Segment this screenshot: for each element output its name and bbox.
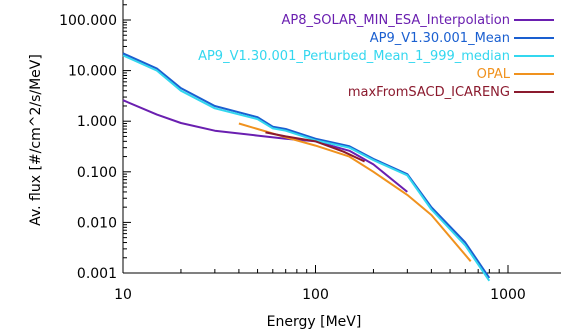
y-tick-label: 10.000 [68,64,117,80]
y-tick-label: 0.001 [77,266,117,282]
y-tick-label: 100.000 [59,13,117,29]
legend-label: OPAL [477,67,511,82]
legend-label: AP9_V1.30.001_Mean [370,31,510,46]
y-tick-label: 1.000 [77,114,117,130]
series-line-2 [122,52,491,279]
x-tick-label: 100 [302,287,329,303]
series-line-5 [265,131,366,163]
legend-label: maxFromSACD_ICARENG [348,85,510,100]
x-tick-label: 10 [114,287,132,303]
legend: AP8_SOLAR_MIN_ESA_Interpolation AP9_V1.30… [198,13,554,100]
y-axis-label: Av. flux [#/cm^2/s/MeV] [28,54,44,226]
series-line-4 [238,122,472,262]
y-tick-label: 0.100 [77,165,117,181]
legend-label: AP9_V1.30.001_Perturbed_Mean_1_999_media… [198,49,510,64]
ticks: 0.001 0.010 0.100 1.000 10.000 100.000 10 100 10… [59,4,526,303]
y-tick-label: 0.010 [77,215,117,231]
x-axis-label: Energy [MeV] [267,314,362,330]
series-lines [122,52,491,282]
legend-label: AP8_SOLAR_MIN_ESA_Interpolation [281,13,510,28]
series-line-1 [122,99,408,193]
series-line-3 [122,54,491,282]
x-tick-label: 1000 [490,287,526,303]
